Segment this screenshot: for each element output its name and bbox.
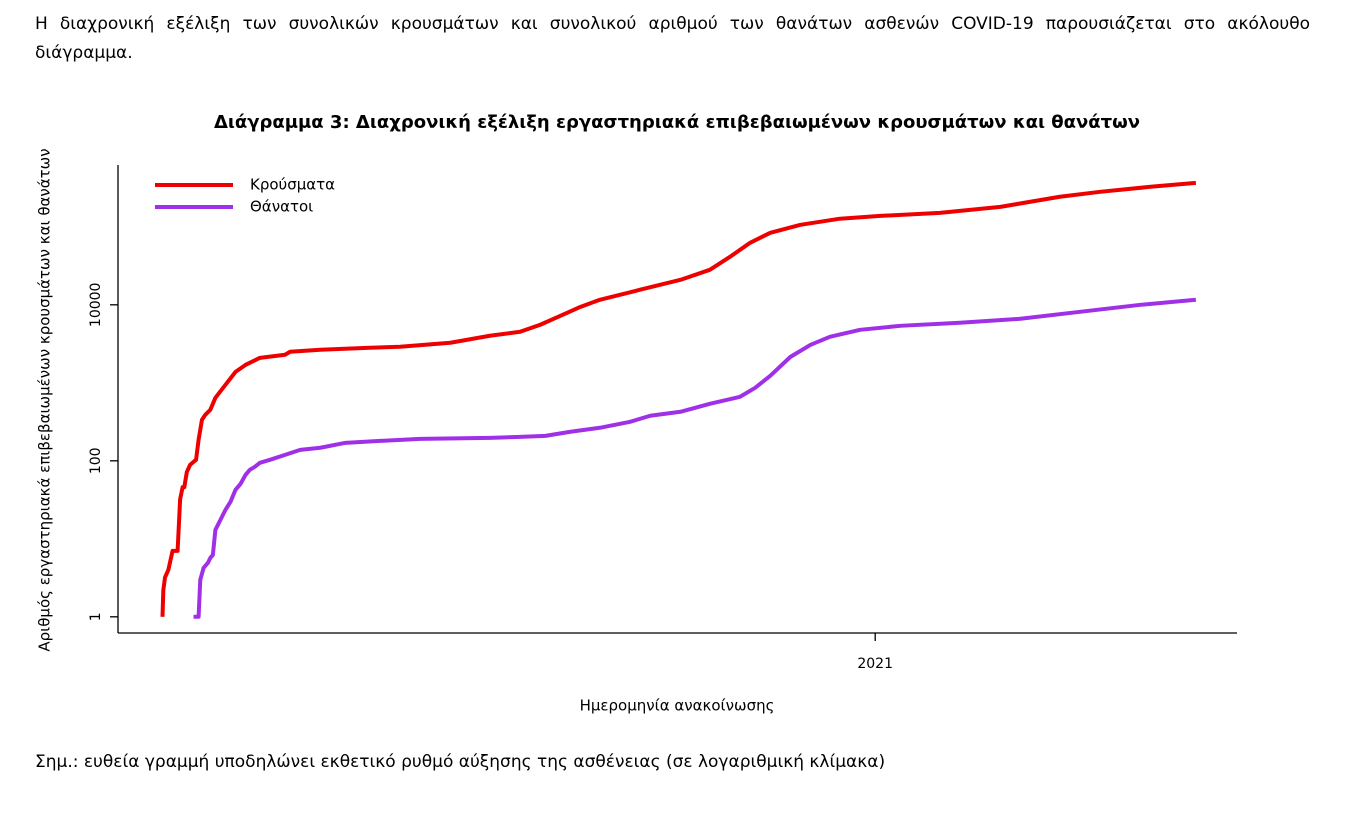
note-text: Σημ.: ευθεία γραμμή υποδηλώνει εκθετικό … (35, 752, 886, 772)
legend-label: Θάνατοι (250, 198, 313, 216)
y-tick-label: 100 (88, 447, 104, 474)
y-tick-label: 10000 (88, 283, 104, 328)
x-tick-label: 2021 (857, 656, 893, 672)
chart: Διάγραμμα 3: Διαχρονική εξέλιξη εργαστηρ… (36, 112, 1237, 715)
series-line (160, 180, 1197, 617)
chart-title: Διάγραμμα 3: Διαχρονική εξέλιξη εργαστηρ… (214, 112, 1140, 133)
y-tick-label: 1 (88, 612, 104, 621)
intro-text: Η διαχρονική εξέλιξη των συνολικών κρουσ… (35, 14, 1310, 63)
y-axis-label: Αριθμός εργαστηριακά επιβεβαιωμένων κρου… (36, 148, 54, 651)
legend-label: Κρούσματα (250, 176, 335, 194)
x-axis-label: Ημερομηνία ανακοίνωσης (580, 697, 775, 715)
series-line (193, 297, 1197, 619)
